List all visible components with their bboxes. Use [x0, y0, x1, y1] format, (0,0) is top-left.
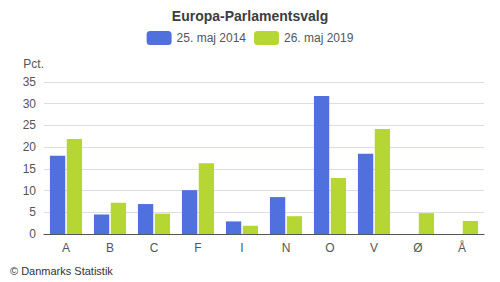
svg-text:30: 30 — [23, 97, 37, 111]
svg-text:V: V — [370, 241, 378, 255]
svg-text:0: 0 — [29, 227, 36, 241]
svg-text:15: 15 — [23, 162, 37, 176]
svg-text:26. maj 2019: 26. maj 2019 — [284, 31, 354, 45]
svg-text:35: 35 — [23, 75, 37, 89]
svg-text:N: N — [282, 241, 291, 255]
svg-text:25. maj 2014: 25. maj 2014 — [177, 31, 247, 45]
svg-text:B: B — [106, 241, 114, 255]
svg-text:O: O — [325, 241, 334, 255]
svg-text:Å: Å — [458, 240, 466, 255]
svg-text:C: C — [150, 241, 159, 255]
svg-text:© Danmarks Statistik: © Danmarks Statistik — [10, 265, 113, 277]
svg-text:5: 5 — [29, 205, 36, 219]
svg-text:F: F — [194, 241, 201, 255]
svg-text:20: 20 — [23, 140, 37, 154]
svg-text:I: I — [240, 241, 243, 255]
svg-text:25: 25 — [23, 118, 37, 132]
svg-text:A: A — [62, 241, 70, 255]
svg-text:Europa-Parlamentsvalg: Europa-Parlamentsvalg — [172, 8, 328, 24]
svg-text:Pct.: Pct. — [23, 57, 44, 71]
svg-text:10: 10 — [23, 184, 37, 198]
svg-text:Ø: Ø — [413, 241, 422, 255]
